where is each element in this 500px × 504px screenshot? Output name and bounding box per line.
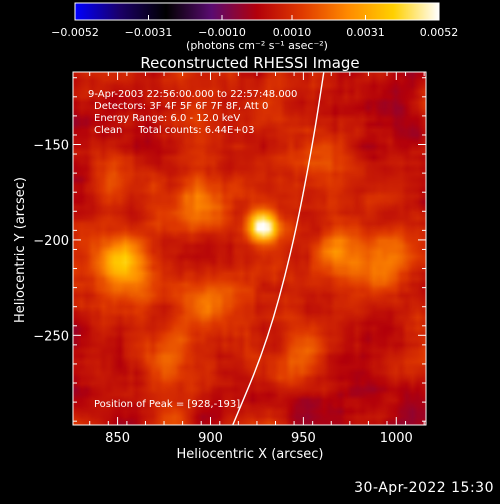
heatmap (73, 72, 426, 425)
peak-position-label: Position of Peak = [928,-193] (94, 399, 240, 410)
annotation-energy: Energy Range: 6.0 - 12.0 keV (94, 113, 240, 124)
timestamp: 30-Apr-2022 15:30 (354, 480, 494, 496)
solar-limb-curve (232, 72, 325, 425)
colorbar-tick-label: −0.0031 (125, 26, 173, 39)
annotation-detectors: Detectors: 3F 4F 5F 6F 7F 8F, Att 0 (94, 101, 268, 112)
y-tick-label: −150 (33, 139, 69, 154)
y-tick-label: −200 (33, 234, 69, 249)
colorbar-ticks: −0.0052 −0.0031 −0.0010 0.0010 0.0031 0.0052 (51, 15, 458, 39)
colorbar-units: (photons cm⁻² s⁻¹ asec⁻²) (186, 39, 328, 52)
x-tick-label: 950 (291, 431, 316, 446)
plot-frame (72, 71, 427, 426)
colorbar (74, 2, 440, 21)
annotation-time: 9-Apr-2003 22:56:00.000 to 22:57:48.000 (88, 89, 297, 100)
colorbar-tick-label: 0.0052 (420, 26, 459, 39)
x-tick-label: 850 (105, 431, 130, 446)
y-tick-label: −250 (33, 329, 69, 344)
chart-title: Reconstructed RHESSI Image (140, 54, 359, 72)
colorbar-tick-label: 0.0031 (346, 26, 385, 39)
heatmap-image (73, 72, 426, 425)
x-tick-label: 1000 (380, 431, 413, 446)
x-tick-label: 900 (198, 431, 223, 446)
colorbar-tick-label: 0.0010 (273, 26, 312, 39)
y-axis-label: Heliocentric Y (arcsec) (13, 177, 28, 323)
axes: 850 900 950 1000 −150 −200 −250 (33, 72, 426, 446)
annotation-clean: Clean Total counts: 6.44E+03 (94, 125, 254, 136)
x-axis-label: Heliocentric X (arcsec) (177, 447, 324, 462)
annotations: 9-Apr-2003 22:56:00.000 to 22:57:48.000 … (88, 89, 297, 410)
colorbar-tick-label: −0.0010 (198, 26, 246, 39)
colorbar-tick-label: −0.0052 (51, 26, 99, 39)
